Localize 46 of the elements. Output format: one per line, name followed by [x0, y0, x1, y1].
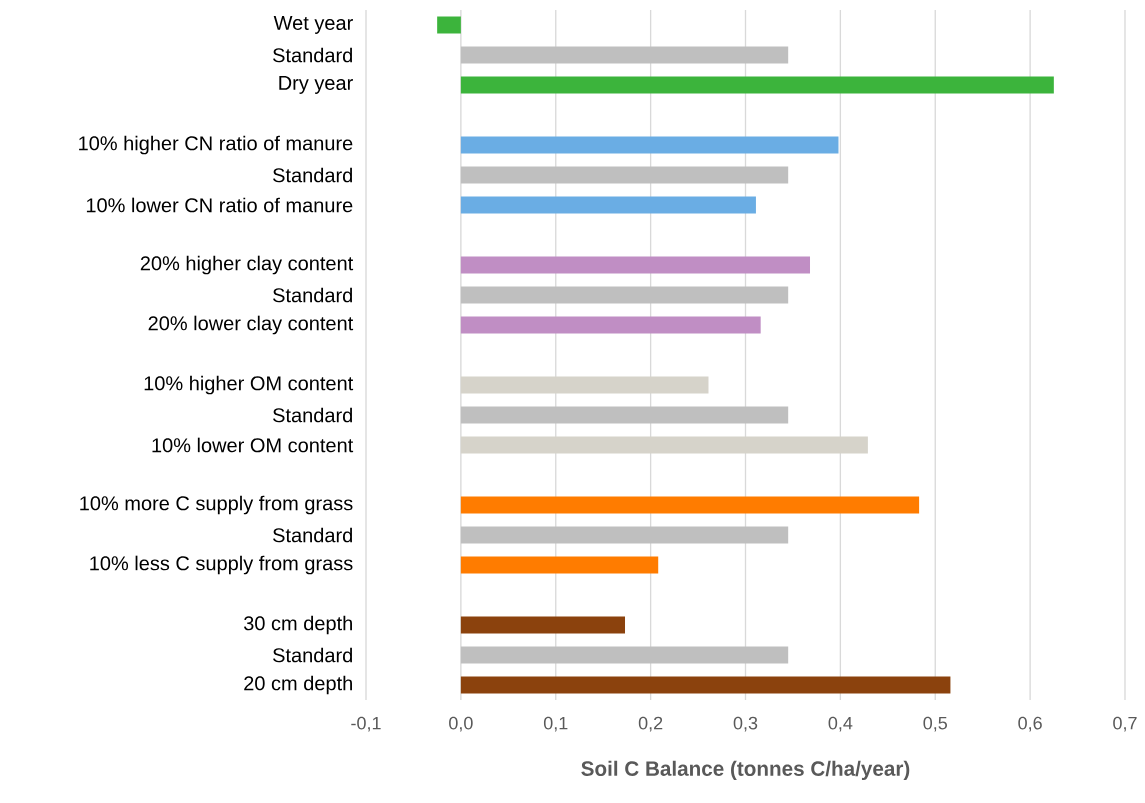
bar [460, 526, 789, 544]
y-tick-label: 10% lower OM content [152, 437, 354, 453]
bar [460, 166, 789, 184]
bar [460, 646, 789, 664]
y-tick-label: 10% higher OM content [144, 375, 354, 395]
bar [460, 616, 626, 634]
bar [460, 46, 789, 64]
x-tick-label: 0,7 [1113, 716, 1137, 732]
x-tick-label: 0,6 [1018, 716, 1042, 732]
x-tick-label: 0,3 [733, 716, 758, 732]
bar [460, 676, 951, 694]
y-tick-label: Standard [273, 647, 352, 663]
y-tick-label: 20% higher clay content [140, 255, 354, 275]
x-tick-label: 0,5 [923, 716, 948, 732]
bar [460, 196, 756, 214]
x-tick-label: 0,2 [638, 716, 663, 732]
y-tick-label: Wet year [273, 16, 353, 34]
y-tick-label: 10% higher CN ratio of manure [79, 135, 353, 155]
y-tick-label: 20% lower clay content [148, 315, 354, 335]
bar [437, 16, 461, 34]
x-tick-label: 0,0 [449, 716, 473, 732]
bar [460, 556, 659, 574]
y-tick-label: Dry year [279, 76, 353, 94]
bar [460, 286, 789, 304]
y-tick-label: Standard [273, 407, 352, 423]
x-tick-label: -0,1 [351, 716, 381, 732]
y-tick-label: Standard [273, 527, 352, 543]
y-tick-label: 10% more C supply from grass [80, 495, 353, 515]
x-tick-label: 0,4 [828, 716, 853, 732]
bar [460, 256, 811, 274]
y-tick-label: Standard [273, 47, 352, 63]
bar [460, 436, 868, 454]
y-tick-label: 20 cm depth [244, 675, 352, 695]
y-tick-label: 10% lower CN ratio of manure [86, 197, 353, 213]
bar [460, 316, 761, 334]
x-tick-label: 0,1 [543, 716, 568, 732]
bar [460, 376, 709, 394]
y-tick-label: Standard [273, 287, 352, 303]
y-tick-label: 30 cm depth [243, 615, 352, 635]
bar [460, 76, 1054, 94]
x-axis-title: Soil C Balance (tonnes C/ha/year) [581, 760, 910, 781]
bar [460, 496, 920, 514]
bar [460, 406, 789, 424]
y-tick-label: 10% less C supply from grass [90, 555, 353, 575]
bar [460, 136, 839, 154]
y-tick-label: Standard [273, 167, 352, 183]
